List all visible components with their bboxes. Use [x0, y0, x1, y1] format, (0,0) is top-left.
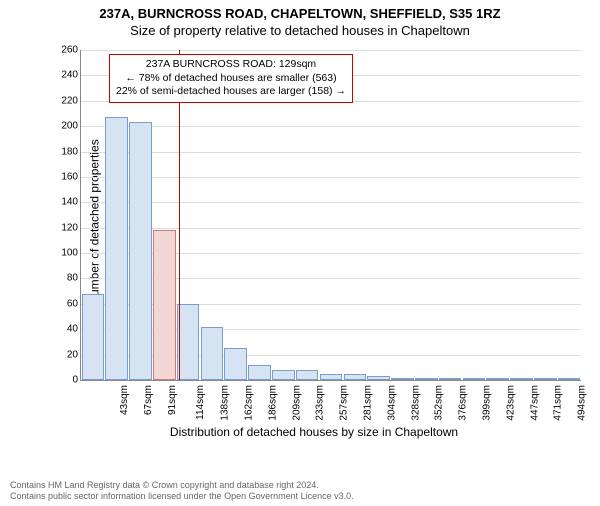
histogram-bar [344, 374, 367, 380]
x-tick: 162sqm [244, 385, 255, 421]
x-tick: 447sqm [529, 385, 540, 421]
y-tick: 160 [61, 171, 78, 182]
histogram-bar [177, 304, 200, 380]
page-subtitle: Size of property relative to detached ho… [0, 23, 600, 38]
histogram-bar [105, 117, 128, 380]
x-tick: 376sqm [458, 385, 469, 421]
x-tick: 471sqm [553, 385, 564, 421]
histogram-bar [153, 230, 176, 380]
plot-area: 237A BURNCROSS ROAD: 129sqm← 78% of deta… [80, 50, 581, 381]
y-tick: 260 [61, 45, 78, 56]
gridline [81, 202, 581, 203]
histogram-bar [82, 294, 105, 380]
histogram-bar [367, 376, 390, 380]
x-tick: 43sqm [119, 385, 130, 415]
histogram-bar [201, 327, 224, 380]
x-tick: 399sqm [482, 385, 493, 421]
x-tick: 352sqm [434, 385, 445, 421]
x-tick: 67sqm [143, 385, 154, 415]
x-tick: 91sqm [167, 385, 178, 415]
histogram-chart: Number of detached properties 237A BURNC… [48, 50, 580, 420]
y-tick: 200 [61, 121, 78, 132]
footer-line-2: Contains public sector information licen… [10, 491, 354, 502]
histogram-bar [510, 378, 533, 380]
gridline [81, 152, 581, 153]
x-tick: 138sqm [220, 385, 231, 421]
y-tick: 60 [67, 298, 78, 309]
y-tick: 40 [67, 324, 78, 335]
x-tick: 233sqm [315, 385, 326, 421]
x-tick: 494sqm [577, 385, 588, 421]
histogram-bar [272, 370, 295, 380]
y-tick: 20 [67, 349, 78, 360]
gridline [81, 126, 581, 127]
x-tick: 304sqm [386, 385, 397, 421]
annotation-line-3: 22% of semi-detached houses are larger (… [116, 85, 346, 99]
histogram-bar [391, 378, 414, 380]
histogram-bar [248, 365, 271, 380]
x-tick: 281sqm [363, 385, 374, 421]
annotation-line-2: ← 78% of detached houses are smaller (56… [116, 72, 346, 86]
histogram-bar [439, 378, 462, 380]
histogram-bar [534, 378, 557, 380]
y-tick: 140 [61, 197, 78, 208]
y-tick: 220 [61, 95, 78, 106]
histogram-bar [463, 378, 486, 380]
annotation-box: 237A BURNCROSS ROAD: 129sqm← 78% of deta… [109, 54, 353, 103]
gridline [81, 177, 581, 178]
x-tick: 209sqm [291, 385, 302, 421]
x-tick: 257sqm [339, 385, 350, 421]
histogram-bar [558, 378, 581, 380]
gridline [81, 228, 581, 229]
y-tick: 180 [61, 146, 78, 157]
histogram-bar [320, 374, 343, 380]
histogram-bar [129, 122, 152, 380]
histogram-bar [224, 348, 247, 380]
x-tick: 423sqm [505, 385, 516, 421]
gridline [81, 50, 581, 51]
y-tick: 80 [67, 273, 78, 284]
y-tick: 0 [72, 375, 78, 386]
x-tick: 328sqm [410, 385, 421, 421]
histogram-bar [296, 370, 319, 380]
y-tick: 240 [61, 70, 78, 81]
footer-attribution: Contains HM Land Registry data © Crown c… [10, 480, 354, 502]
x-tick: 114sqm [195, 385, 206, 420]
y-tick: 120 [61, 222, 78, 233]
histogram-bar [486, 378, 509, 380]
x-axis-label: Distribution of detached houses by size … [48, 425, 580, 439]
annotation-line-1: 237A BURNCROSS ROAD: 129sqm [116, 58, 346, 72]
footer-line-1: Contains HM Land Registry data © Crown c… [10, 480, 354, 491]
x-tick: 186sqm [267, 385, 278, 421]
page-title: 237A, BURNCROSS ROAD, CHAPELTOWN, SHEFFI… [0, 6, 600, 21]
histogram-bar [415, 378, 438, 380]
y-tick: 100 [61, 248, 78, 259]
